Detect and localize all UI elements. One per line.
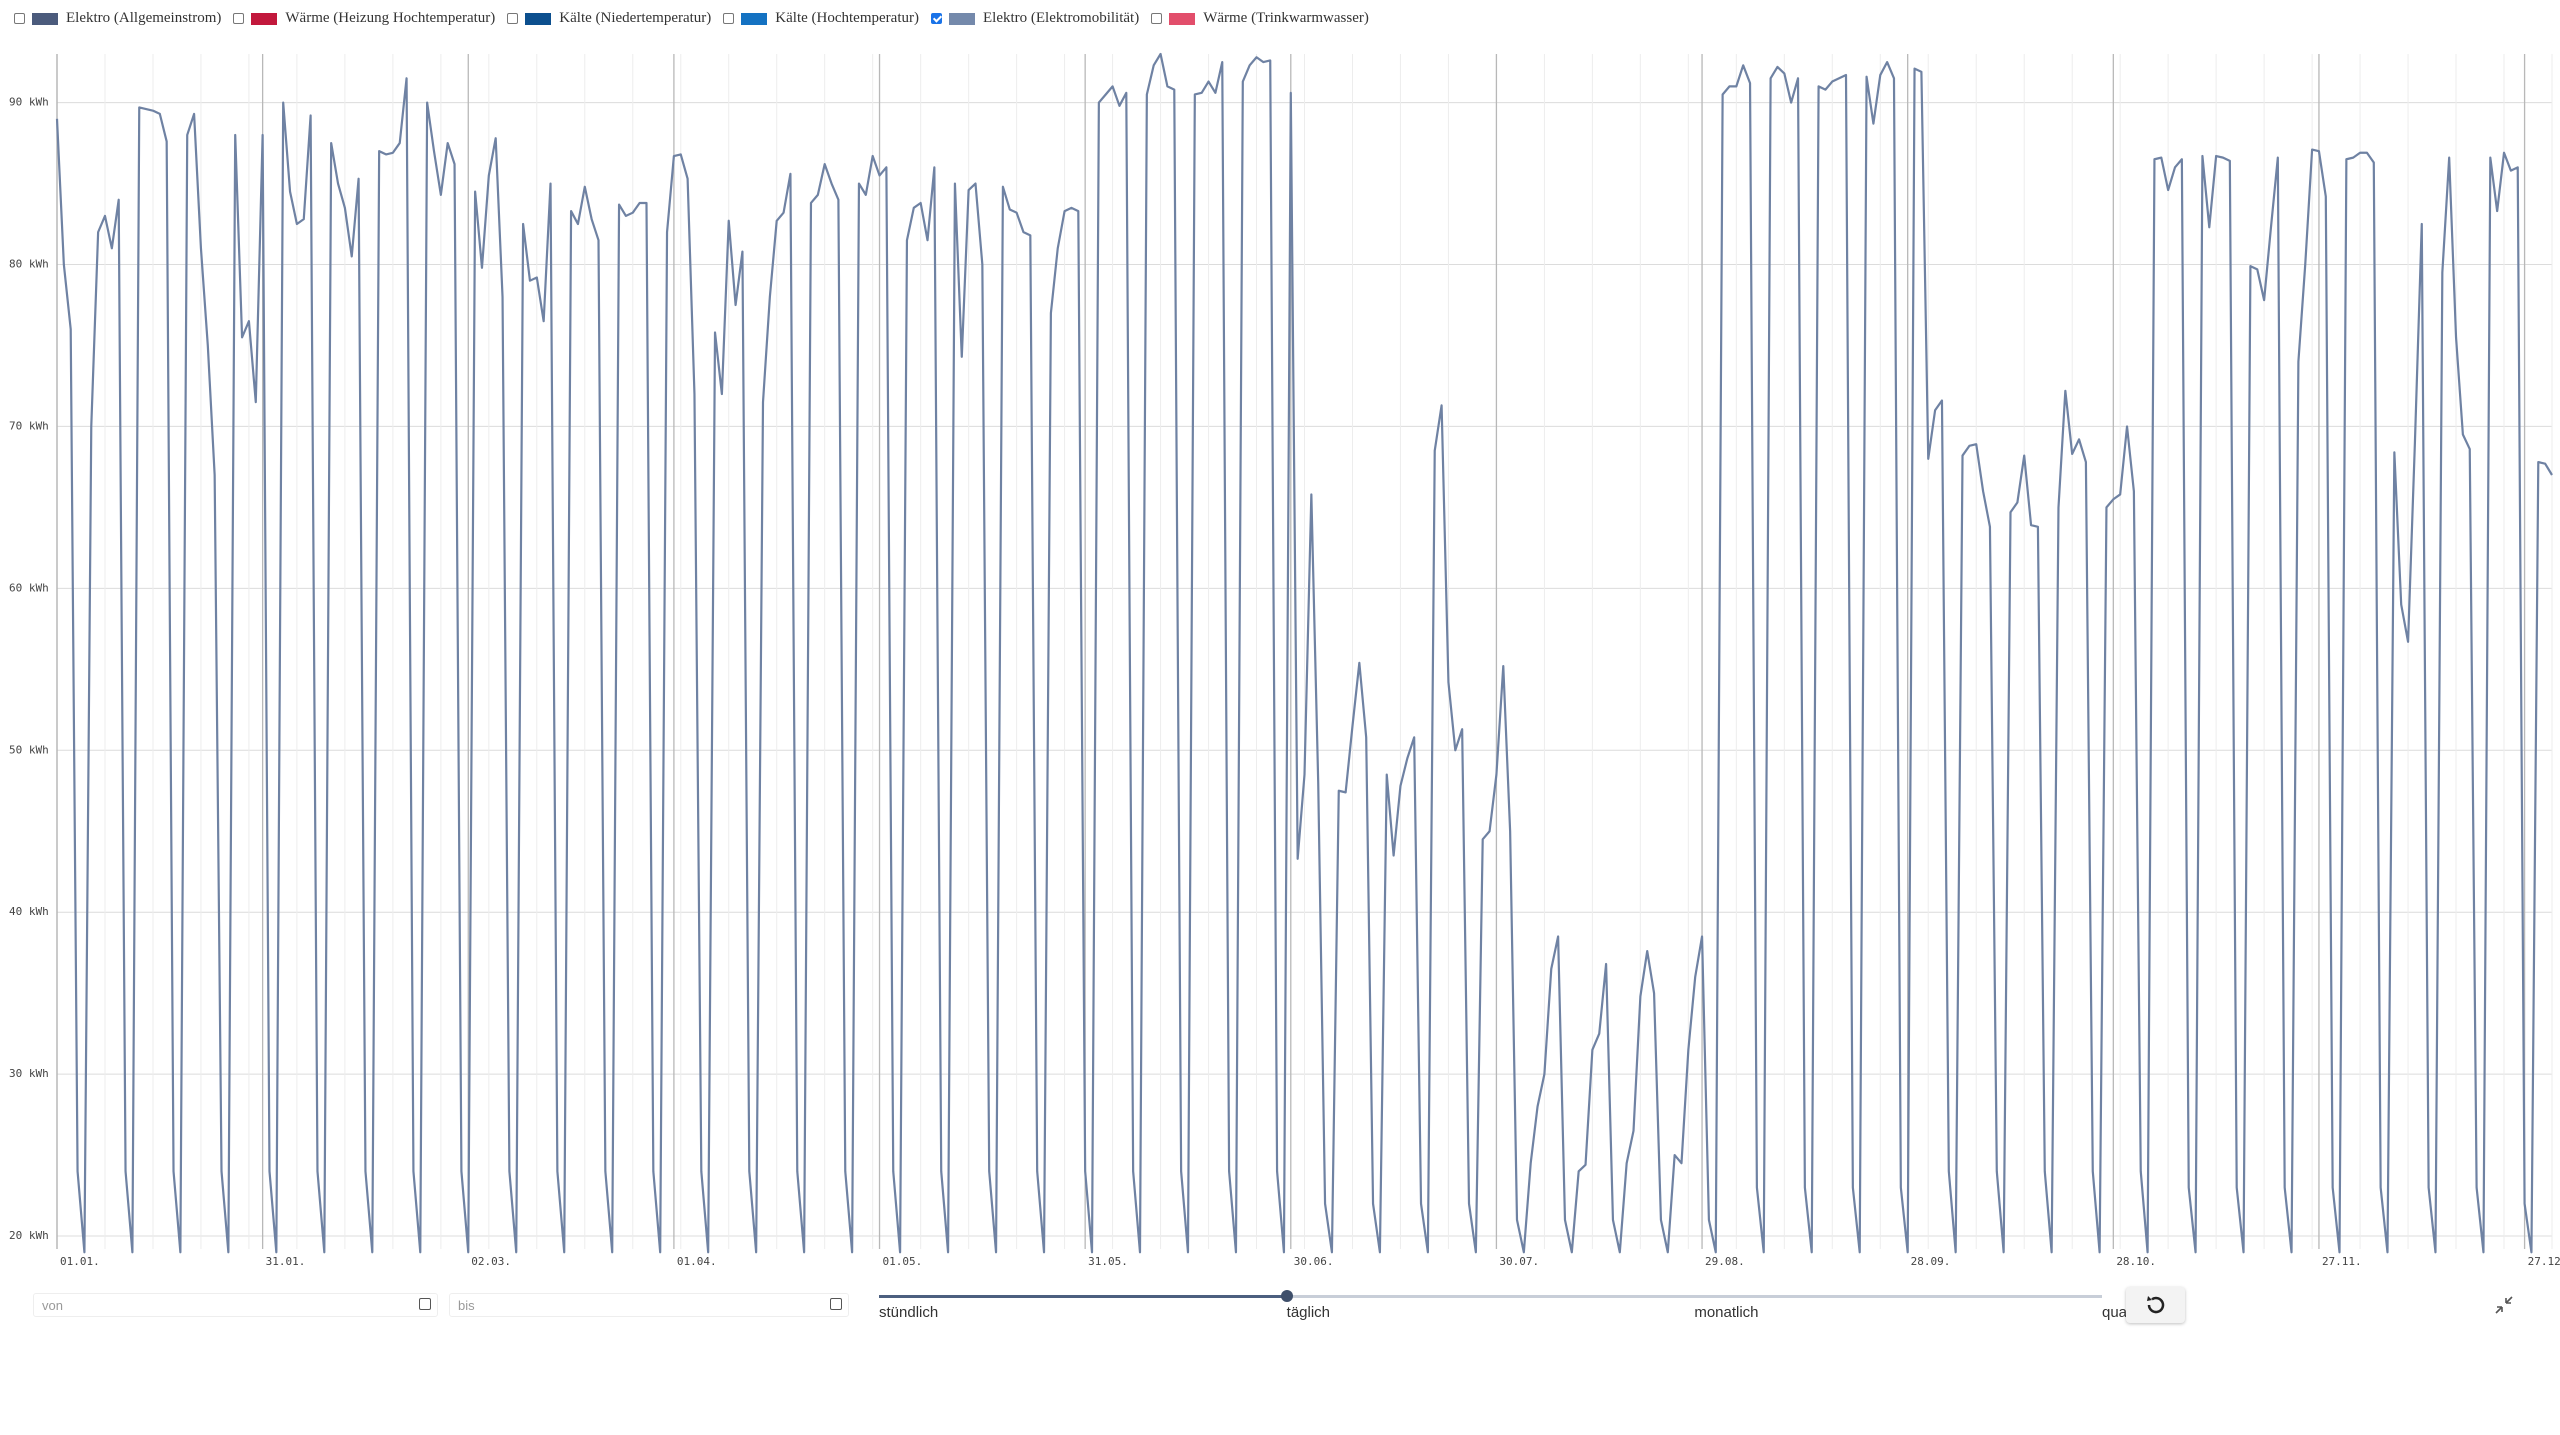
collapse-icon[interactable] xyxy=(2494,1295,2514,1315)
legend-checkbox[interactable] xyxy=(930,13,942,24)
legend-item[interactable]: Wärme (Heizung Hochtemperatur) xyxy=(233,10,495,27)
resolution-slider[interactable] xyxy=(879,1290,2102,1302)
x-tick-label: 02.03. xyxy=(471,1255,511,1268)
legend: Elektro (Allgemeinstrom) Wärme (Heizung H… xyxy=(14,10,1381,27)
x-tick-label: 01.05. xyxy=(883,1255,923,1268)
reset-button[interactable] xyxy=(2126,1287,2185,1323)
legend-label: Elektro (Allgemeinstrom) xyxy=(66,10,222,26)
from-input[interactable]: von xyxy=(33,1293,438,1317)
resolution-label[interactable]: monatlich xyxy=(1694,1304,1759,1321)
reset-icon xyxy=(2147,1296,2165,1314)
to-placeholder: bis xyxy=(458,1298,475,1313)
calendar-icon[interactable] xyxy=(419,1298,431,1310)
x-tick-label: 27.11. xyxy=(2322,1255,2362,1268)
from-placeholder: von xyxy=(42,1298,63,1313)
y-tick-label: 20 kWh xyxy=(9,1229,49,1242)
x-tick-label: 28.10. xyxy=(2116,1255,2156,1268)
x-tick-label: 01.01. xyxy=(60,1255,100,1268)
resolution-label[interactable]: stündlich xyxy=(879,1304,939,1321)
resolution-label[interactable]: quar xyxy=(2102,1304,2133,1321)
to-input[interactable]: bis xyxy=(449,1293,849,1317)
legend-checkbox[interactable] xyxy=(1151,13,1163,24)
y-tick-label: 90 kWh xyxy=(9,96,49,109)
legend-checkbox[interactable] xyxy=(233,13,245,24)
legend-label: Wärme (Heizung Hochtemperatur) xyxy=(285,10,496,26)
legend-item[interactable]: Kälte (Niedertemperatur) xyxy=(507,10,711,27)
legend-checkbox[interactable] xyxy=(14,13,25,24)
legend-label: Wärme (Trinkwarmwasser) xyxy=(1203,10,1369,26)
y-tick-label: 50 kWh xyxy=(9,743,49,756)
y-tick-label: 80 kWh xyxy=(9,258,49,271)
legend-label: Kälte (Hochtemperatur) xyxy=(775,10,919,26)
x-tick-label: 30.07. xyxy=(1499,1255,1539,1268)
x-tick-label: 31.05. xyxy=(1088,1255,1128,1268)
legend-swatch xyxy=(32,12,58,25)
data-line xyxy=(55,52,2553,1254)
calendar-icon[interactable] xyxy=(830,1298,842,1310)
x-tick-label: 30.06. xyxy=(1294,1255,1334,1268)
y-tick-label: 40 kWh xyxy=(9,905,49,918)
y-tick-label: 70 kWh xyxy=(9,419,49,432)
slider-fill xyxy=(879,1295,1287,1298)
legend-swatch xyxy=(525,12,552,25)
legend-checkbox[interactable] xyxy=(723,13,735,24)
legend-swatch xyxy=(251,12,278,25)
legend-swatch xyxy=(1169,12,1196,25)
legend-item[interactable]: Wärme (Trinkwarmwasser) xyxy=(1151,10,1369,27)
x-tick-label: 31.01. xyxy=(266,1255,306,1268)
legend-swatch xyxy=(741,12,768,25)
legend-item[interactable]: Kälte (Hochtemperatur) xyxy=(723,10,919,27)
chart: 20 kWh 30 kWh 40 kWh 50 kWh 60 kWh 70 kWh 80 k… xyxy=(9,52,2560,1268)
legend-item[interactable]: Elektro (Allgemeinstrom) xyxy=(14,10,221,27)
x-tick-label: 01.04. xyxy=(677,1255,717,1268)
x-tick-label: 27.12. xyxy=(2528,1255,2560,1268)
x-tick-label: 28.09. xyxy=(1911,1255,1951,1268)
legend-checkbox[interactable] xyxy=(507,13,519,24)
legend-swatch xyxy=(948,12,975,25)
legend-label: Elektro (Elektromobilität) xyxy=(982,10,1140,26)
y-tick-label: 60 kWh xyxy=(9,581,49,594)
slider-knob[interactable] xyxy=(1280,1290,1293,1302)
y-tick-label: 30 kWh xyxy=(9,1067,49,1080)
legend-label: Kälte (Niedertemperatur) xyxy=(559,10,712,26)
x-tick-label: 29.08. xyxy=(1705,1255,1745,1268)
resolution-label[interactable]: täglich xyxy=(1286,1304,1331,1321)
legend-item[interactable]: Elektro (Elektromobilität) xyxy=(930,10,1140,27)
